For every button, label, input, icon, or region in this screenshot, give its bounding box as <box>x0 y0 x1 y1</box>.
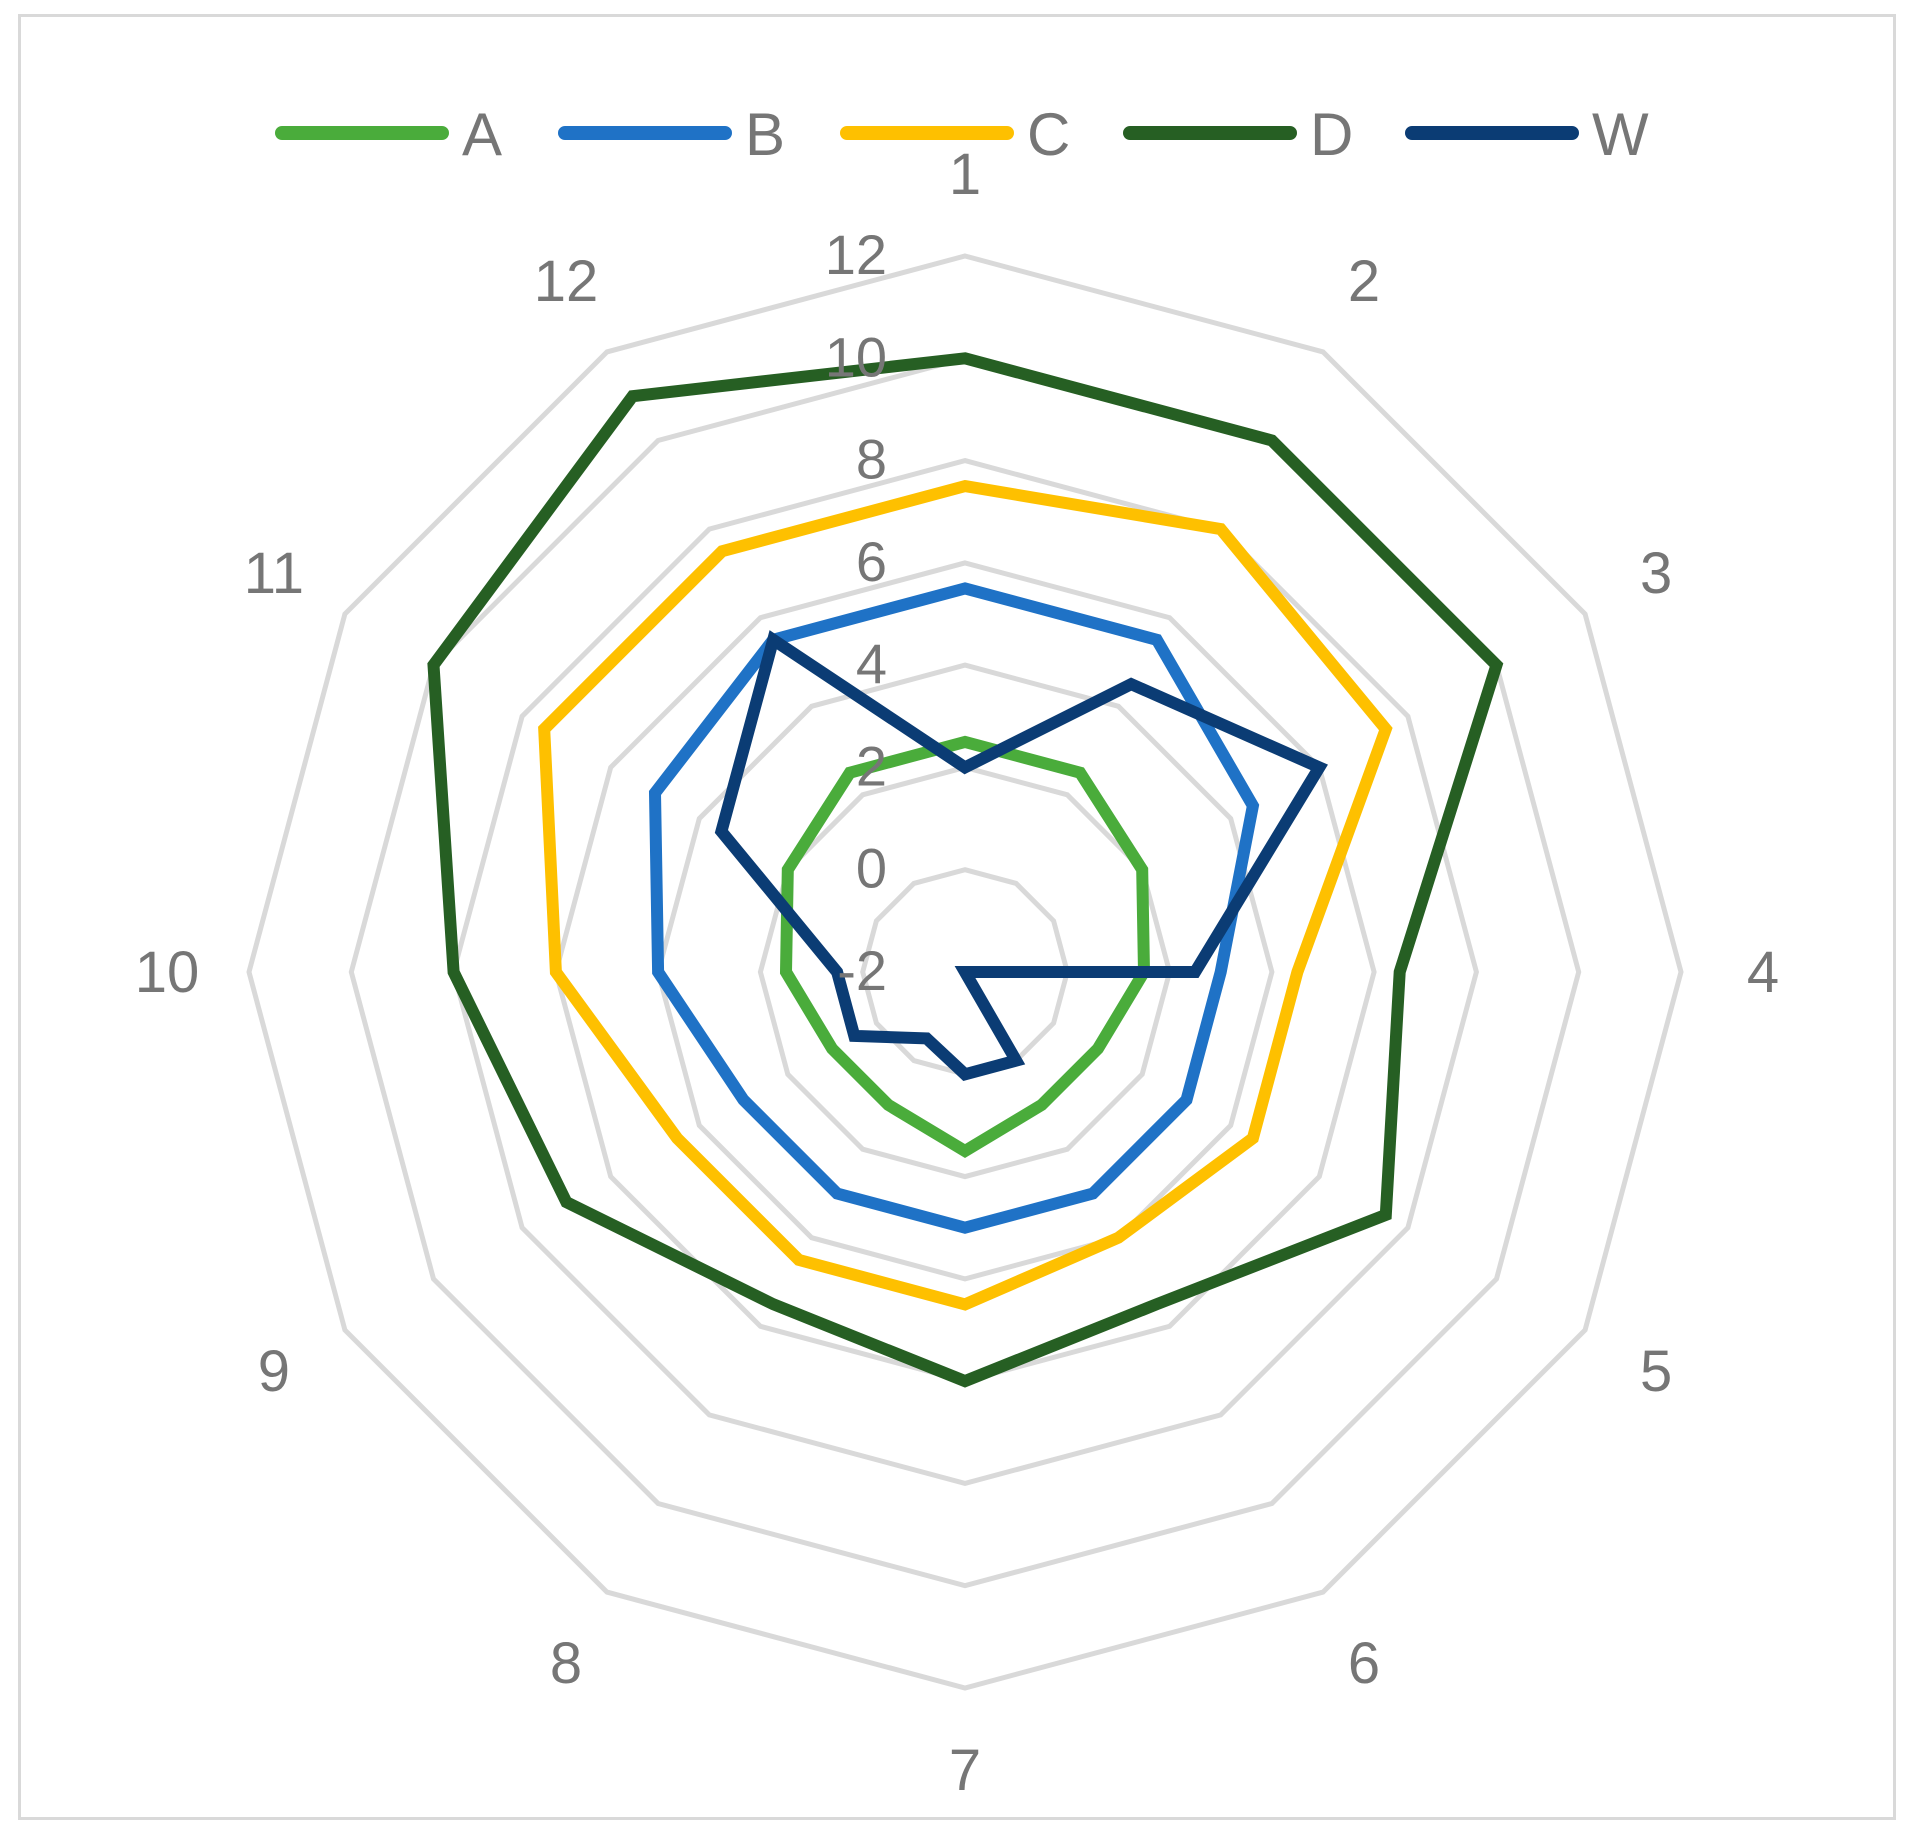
series-layer <box>427 352 1504 1388</box>
category-label: 2 <box>1348 249 1380 314</box>
radial-tick-label: 10 <box>825 325 887 388</box>
radial-tick-label: 8 <box>856 428 887 491</box>
series-line-c <box>538 479 1393 1311</box>
series-line-a <box>779 735 1151 1159</box>
series-line-b <box>648 582 1260 1234</box>
radial-tick-label: 12 <box>825 223 887 286</box>
legend-label-w: W <box>1592 101 1649 168</box>
series-line-w <box>714 630 1328 1081</box>
legend-label-a: A <box>462 101 502 168</box>
category-label: 6 <box>1348 1631 1380 1696</box>
category-label: 10 <box>135 940 200 1005</box>
radial-tick-label: -2 <box>837 939 887 1002</box>
category-label: 1 <box>949 142 981 207</box>
radial-tick-label: 4 <box>856 632 887 695</box>
legend-label-c: C <box>1027 101 1070 168</box>
radial-tick-label: 0 <box>856 837 887 900</box>
radial-tick-labels: -2 0 2 4 6 8 10 12 <box>825 223 887 1002</box>
radial-tick-label: 6 <box>856 530 887 593</box>
grid-ring <box>655 662 1275 1282</box>
legend-label-b: B <box>745 101 785 168</box>
chart-frame <box>18 14 1896 1820</box>
category-label: 9 <box>258 1339 290 1404</box>
category-label: 7 <box>949 1738 981 1803</box>
category-label: 11 <box>244 541 304 606</box>
category-label: 12 <box>534 249 599 314</box>
grid-ring <box>451 458 1479 1486</box>
category-label: 5 <box>1640 1339 1672 1404</box>
legend-label-d: D <box>1310 101 1353 168</box>
category-label: 3 <box>1640 541 1672 606</box>
category-label: 8 <box>550 1631 582 1696</box>
series-line-d <box>427 352 1504 1388</box>
radial-tick-label: 2 <box>856 734 887 797</box>
category-label: 4 <box>1747 940 1779 1005</box>
grid-ring <box>246 253 1684 1691</box>
